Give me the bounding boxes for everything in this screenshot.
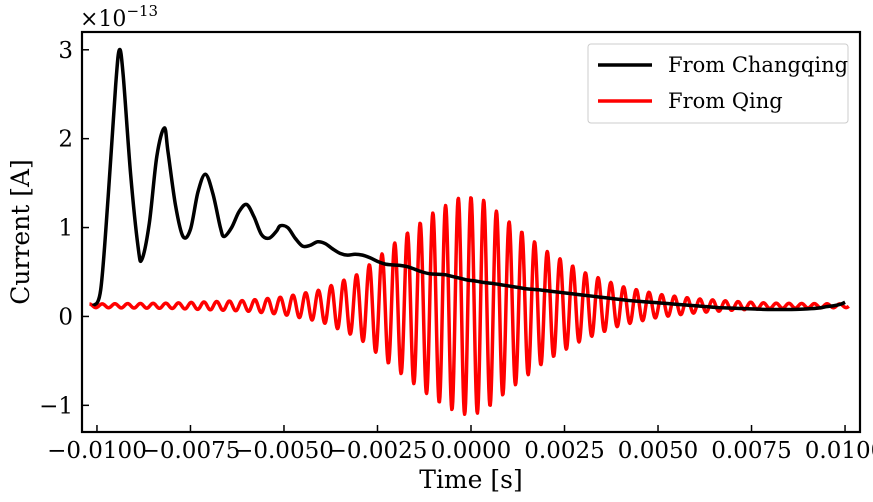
legend-label-qing: From Qing — [668, 89, 783, 113]
y-axis-title: Current [A] — [6, 159, 35, 305]
y-axis-multiplier-base: ×10 — [80, 7, 126, 32]
y-axis-multiplier: ×10−13 — [80, 2, 158, 32]
x-tick-label: 0.0100 — [805, 438, 873, 464]
y-axis: −1 0 1 2 3 — [39, 38, 89, 419]
y-tick-label: 1 — [58, 216, 73, 242]
x-tick-label: −0.0025 — [328, 438, 428, 464]
series-line-qing — [88, 196, 851, 416]
legend-box — [587, 43, 849, 124]
y-tick-label: 3 — [58, 38, 73, 64]
x-axis-title: Time [s] — [419, 465, 522, 494]
x-tick-label: −0.0075 — [141, 438, 241, 464]
y-axis-multiplier-exponent: −13 — [126, 2, 158, 20]
x-tick-label: −0.0100 — [47, 438, 147, 464]
series-line-changqing — [91, 47, 846, 312]
y-tick-label: 0 — [58, 304, 73, 330]
x-tick-label: 0.0000 — [431, 438, 511, 464]
x-tick-label: 0.0075 — [711, 438, 791, 464]
legend: From Changqing From Qing — [587, 43, 849, 124]
x-tick-label: −0.0050 — [234, 438, 334, 464]
y-tick-label: −1 — [39, 393, 73, 419]
x-tick-label: 0.0025 — [524, 438, 604, 464]
x-axis: −0.0100−0.0075−0.0050−0.0025 0.0000 0.0025… — [47, 425, 873, 464]
x-tick-label: 0.0050 — [618, 438, 698, 464]
legend-label-changqing: From Changqing — [668, 53, 848, 77]
y-tick-label: 2 — [58, 127, 73, 153]
plot-series — [88, 47, 851, 416]
